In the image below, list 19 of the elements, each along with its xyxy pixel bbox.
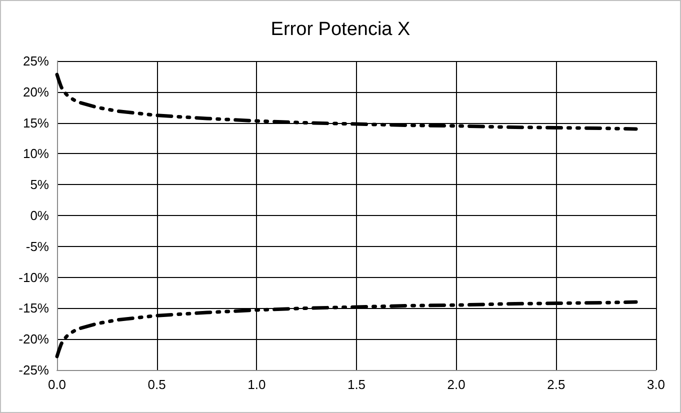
y-tick-label: 15%	[22, 115, 50, 130]
x-tick-label: 2.5	[547, 377, 566, 392]
y-tick-label: 0%	[30, 208, 50, 223]
y-tick-label: 10%	[22, 146, 50, 162]
x-tick-label: 2.0	[447, 377, 466, 392]
x-tick-label: 0.5	[148, 377, 166, 392]
y-tick-label: 5%	[30, 177, 50, 192]
y-tick-label: -25%	[18, 362, 50, 378]
x-tick-label: 1.5	[347, 377, 366, 392]
y-tick-label: 20%	[22, 84, 50, 100]
y-tick-label: -20%	[18, 332, 50, 347]
x-tick-label: 1.0	[248, 377, 266, 392]
chart-title: Error Potencia X	[270, 19, 411, 40]
y-tick-label: -10%	[18, 270, 50, 285]
y-tick-label: -5%	[26, 238, 50, 254]
y-tick-label: 25%	[22, 54, 50, 68]
x-tick-label: 3.0	[646, 377, 666, 392]
y-tick-label: -15%	[18, 300, 50, 316]
x-tick-label: 0.0	[48, 377, 66, 392]
